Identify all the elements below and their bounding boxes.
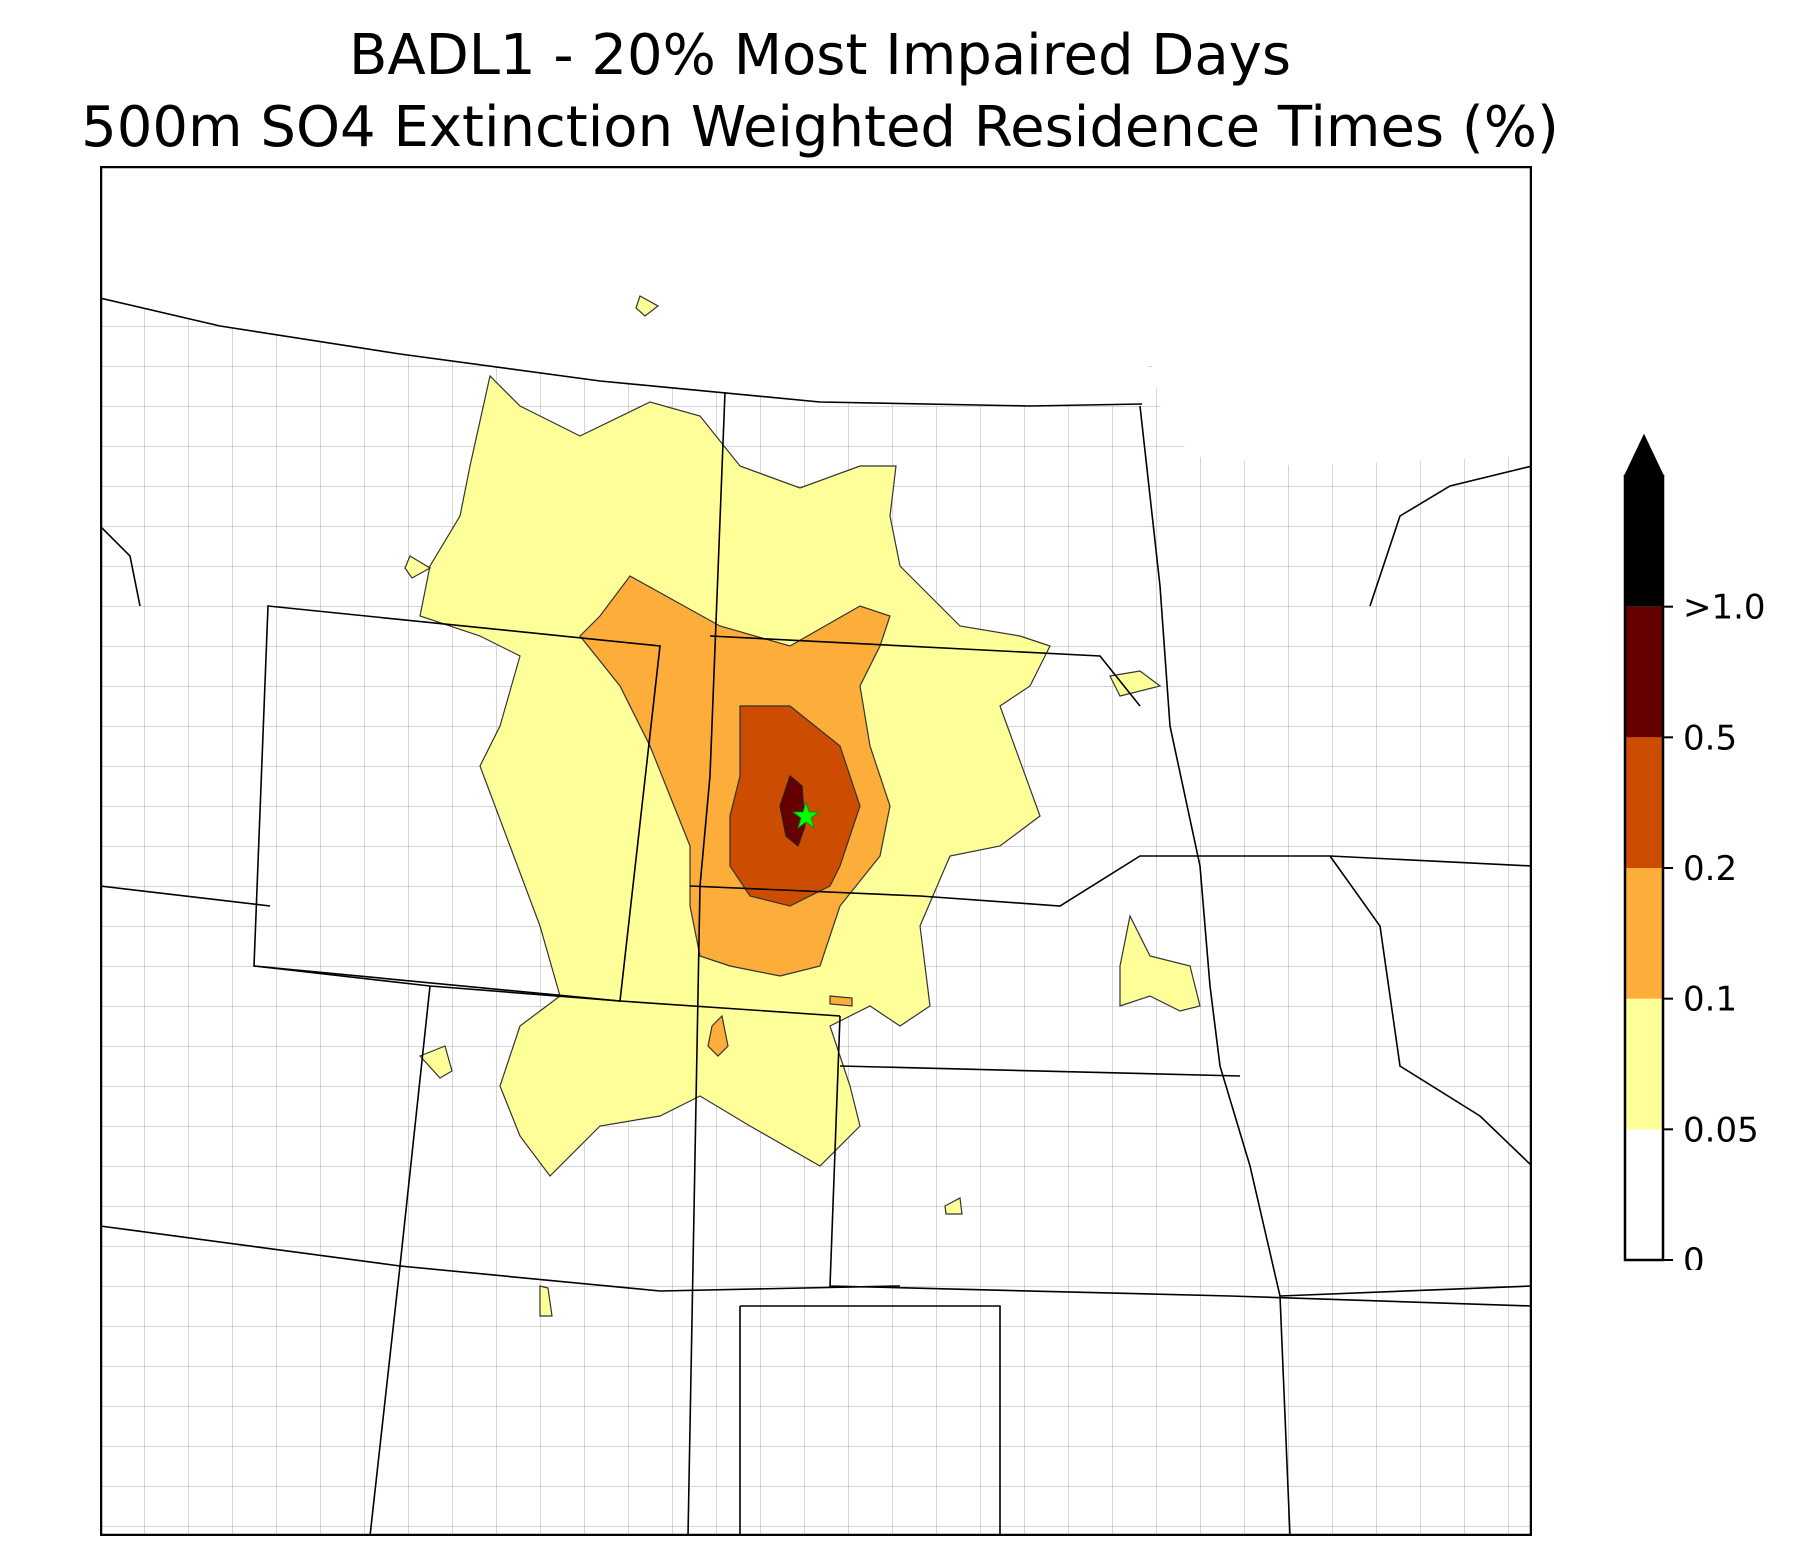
contour-island: [707, 1014, 729, 1057]
colorbar-tick-label: 0.05: [1683, 1110, 1759, 1150]
colorbar-band: [1625, 1129, 1663, 1260]
contour-island: [1119, 914, 1201, 1012]
colorbar-tick-label: 0.2: [1683, 849, 1737, 889]
colorbar-band: [1625, 737, 1663, 868]
green-star-icon: [791, 800, 821, 830]
colorbar-frame: [1623, 474, 1665, 1262]
contour-0.5: [779, 774, 806, 848]
contour-island: [944, 1197, 963, 1215]
chart-subtitle: 500m SO4 Extinction Weighted Residence T…: [81, 95, 1559, 160]
contour-island: [404, 555, 432, 579]
colorbar-tick-label: >1.0: [1683, 588, 1766, 628]
contour-island: [635, 295, 660, 317]
colorbar-tick-label: 0.5: [1683, 718, 1737, 758]
colorbar-tick-label: 0.1: [1683, 980, 1737, 1020]
map-panel: [100, 166, 1532, 1536]
colorbar-band: [1625, 998, 1663, 1130]
contour-island: [539, 1285, 553, 1317]
contour-island: [418, 1045, 453, 1079]
contour-island: [1109, 670, 1162, 697]
colorbar-band: [1625, 868, 1663, 999]
colorbar-band: [1625, 476, 1663, 607]
chart-title: BADL1 - 20% Most Impaired Days: [348, 23, 1292, 88]
colorbar-extend-arrow: [1623, 433, 1665, 477]
colorbar: 0 0.05 0.1 0.2 0.5 >1.0: [1623, 433, 1766, 1270]
state-boundaries: [100, 297, 1532, 1536]
colorbar-tick-label: 0: [1683, 1241, 1705, 1270]
colorbar-band: [1625, 606, 1663, 738]
contour-island: [829, 995, 853, 1007]
map-frame: [100, 166, 1532, 1536]
